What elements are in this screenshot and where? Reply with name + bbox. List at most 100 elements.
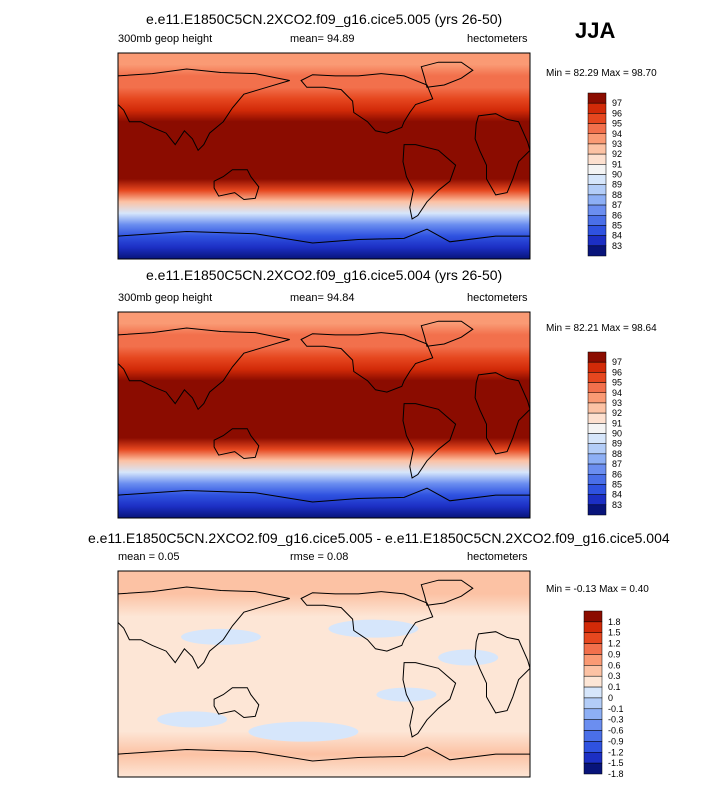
colorbar-cell: [587, 194, 607, 206]
colorbar-tick-label: 88: [612, 190, 622, 200]
colorbar-cell: [587, 402, 607, 414]
colorbar-tick-label: 83: [612, 500, 622, 510]
panel-2-variable: 300mb geop height: [118, 292, 213, 304]
colorbar-tick-label: 87: [612, 200, 622, 210]
colorbar-cell: [587, 484, 607, 495]
colorbar-cell: [587, 453, 607, 465]
colorbar-cell: [583, 665, 603, 677]
colorbar-cell: [587, 113, 607, 124]
panel-2-mean: mean= 94.84: [290, 292, 355, 304]
colorbar-tick-label: 96: [612, 367, 622, 377]
coastline-2: [300, 332, 434, 393]
colorbar-cell: [587, 215, 607, 226]
panel-3-units: hectometers: [467, 551, 528, 563]
colorbar-tick-label: 93: [612, 139, 622, 149]
colorbar-cell: [587, 92, 607, 104]
colorbar-cell: [587, 392, 607, 404]
colorbar-cell: [587, 433, 607, 444]
map-frame: [117, 52, 531, 260]
colorbar-tick-label: -1.8: [608, 769, 624, 779]
colorbar-cell: [587, 474, 607, 485]
map-field: [118, 571, 530, 777]
panel-3-title: e.e11.E1850C5CN.2XCO2.f09_g16.cice5.005 …: [88, 530, 670, 546]
colorbar-tick-label: 93: [612, 398, 622, 408]
colorbar-tick-label: 0: [608, 693, 613, 703]
colorbar-tick-label: 94: [612, 129, 622, 139]
colorbar-cell: [587, 382, 607, 393]
colorbar-tick-label: 0.3: [608, 671, 621, 681]
panel-1-title: e.e11.E1850C5CN.2XCO2.f09_g16.cice5.005 …: [146, 11, 503, 27]
colorbar-tick-label: 92: [612, 408, 622, 418]
colorbar-cell: [583, 719, 603, 731]
map-panel-3: [117, 570, 531, 778]
colorbar-tick-label: 96: [612, 108, 622, 118]
coastline-1: [213, 169, 260, 201]
coastline-0: [117, 68, 290, 152]
colorbar-tick-label: -0.9: [608, 736, 624, 746]
colorbar-tick-label: 95: [612, 378, 622, 388]
coastline-5: [420, 579, 474, 606]
coastline-4: [474, 372, 531, 455]
colorbar-tick-label: 91: [612, 159, 622, 169]
colorbar-tick-label: 84: [612, 231, 622, 241]
colorbar-cell: [587, 372, 607, 383]
coastline-5: [420, 320, 474, 347]
colorbar-tick-label: 1.5: [608, 628, 621, 638]
colorbar-tick-label: 1.2: [608, 639, 621, 649]
colorbar-tick-label: 91: [612, 418, 622, 428]
colorbar-tick-label: 89: [612, 439, 622, 449]
colorbar-cell: [587, 123, 607, 134]
colorbar-tick-label: 85: [612, 220, 622, 230]
colorbar-tick-label: 83: [612, 241, 622, 251]
colorbar-cell: [583, 632, 603, 644]
coastline-4: [474, 631, 531, 714]
panel-2-minmax: Min = 82.21 Max = 98.64: [546, 323, 657, 334]
coastline-0: [117, 327, 290, 411]
panel-1-units: hectometers: [467, 33, 528, 45]
colorbar-cell: [587, 423, 607, 434]
coastline-2: [300, 591, 434, 652]
colorbar-cell: [587, 204, 607, 216]
map-field: [118, 312, 530, 518]
colorbar-cell: [583, 686, 603, 699]
coastline-6: [117, 228, 530, 244]
colorbar-cell: [587, 174, 607, 185]
colorbar-cell: [587, 235, 607, 247]
colorbar-tick-label: 0.6: [608, 660, 621, 670]
colorbar-cell: [587, 412, 607, 424]
map-panel-1: [117, 52, 531, 260]
colorbar-tick-label: 84: [612, 490, 622, 500]
colorbar-cell: [587, 351, 607, 363]
colorbar-cell: [587, 102, 607, 114]
colorbar-cell: [587, 443, 607, 455]
colorbar-tick-label: 90: [612, 170, 622, 180]
colorbar-tick-label: -0.3: [608, 715, 624, 725]
colorbar-cell: [583, 610, 603, 623]
colorbar-cell: [587, 361, 607, 373]
panel-1-minmax: Min = 82.29 Max = 98.70: [546, 68, 657, 79]
colorbar-tick-label: 1.8: [608, 617, 621, 627]
colorbar-tick-label: 87: [612, 459, 622, 469]
anomaly-region: [328, 619, 419, 638]
colorbar-cell: [587, 504, 607, 516]
colorbar-tick-label: 88: [612, 449, 622, 459]
coastline-3: [402, 144, 457, 220]
coastline-5: [420, 61, 474, 88]
colorbar-cell: [583, 697, 603, 710]
colorbar-3: 1.81.51.20.90.60.30.10-0.1-0.3-0.6-0.9-1…: [583, 610, 624, 779]
colorbar-tick-label: -1.5: [608, 758, 624, 768]
anomaly-region: [248, 721, 359, 742]
colorbar-cell: [587, 164, 607, 175]
colorbar-tick-label: -1.2: [608, 747, 624, 757]
colorbar-cell: [587, 143, 607, 155]
colorbar-tick-label: 0.9: [608, 649, 621, 659]
colorbar-cell: [587, 184, 607, 196]
panel-1-mean: mean= 94.89: [290, 33, 355, 45]
colorbar-cell: [587, 225, 607, 236]
colorbar-cell: [583, 752, 603, 764]
colorbar-cell: [587, 153, 607, 165]
coastline-0: [117, 586, 290, 670]
panel-1-variable: 300mb geop height: [118, 33, 213, 45]
